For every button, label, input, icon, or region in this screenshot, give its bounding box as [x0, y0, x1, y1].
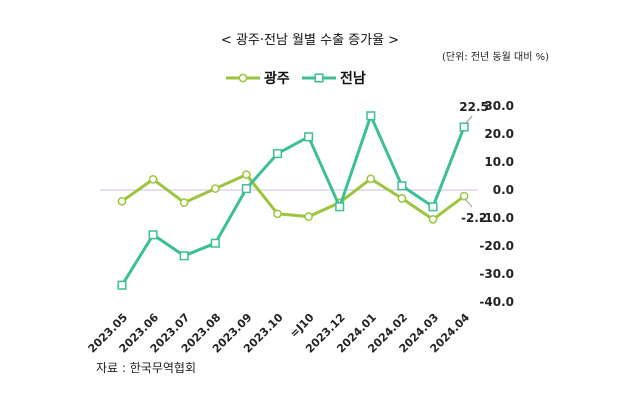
legend-label: 광주 [264, 70, 290, 87]
data-point [335, 202, 345, 212]
data-point [179, 251, 189, 261]
leader-line [465, 199, 473, 208]
data-point [459, 191, 469, 201]
series-line [121, 173, 465, 221]
data-point [117, 196, 127, 206]
source-note: 자료 : 한국무역협회 [96, 361, 196, 375]
legend-marker [314, 73, 324, 83]
y-tick-label: -10.0 [479, 211, 514, 225]
y-tick-label: -30.0 [479, 267, 514, 281]
data-point [210, 184, 220, 193]
data-point [428, 202, 438, 212]
legend-label: 전남 [340, 70, 366, 87]
data-point [397, 194, 407, 203]
x-axis: 2023.052023.062023.072023.082023.092023.… [85, 311, 472, 356]
y-tick-label: 0.0 [493, 183, 514, 197]
chart-title: < 광주·전남 월별 수출 증가율 > [221, 33, 399, 48]
y-tick-label: -20.0 [479, 239, 514, 253]
data-point [366, 111, 376, 121]
data-point [210, 238, 220, 248]
data-point [179, 198, 189, 207]
y-tick-label: 20.0 [484, 127, 514, 141]
data-label: -2.2 [461, 211, 487, 225]
data-point [241, 184, 251, 194]
data-point [459, 122, 469, 132]
data-point [273, 209, 282, 219]
data-labels: 22.5 -2.2 [459, 100, 489, 225]
data-point [366, 174, 376, 184]
series-line [120, 114, 466, 286]
y-axis: 30.0 20.0 10.0 0.0 -10.0 -20.0 -30.0 -40.0 [479, 99, 514, 309]
legend: 광주 전남 [226, 70, 366, 87]
data-point [242, 170, 251, 179]
y-tick-label: 10.0 [484, 155, 514, 169]
legend-item-2: 전남 [302, 70, 366, 87]
data-point [148, 175, 158, 184]
data-point [117, 280, 127, 290]
leader-line [465, 115, 473, 124]
data-point [148, 230, 158, 240]
data-point [304, 212, 313, 221]
y-tick-label: 30.0 [484, 99, 514, 113]
y-tick-label: -40.0 [479, 295, 514, 309]
data-point [304, 132, 314, 142]
legend-item-1: 광주 [226, 70, 290, 87]
data-point [272, 149, 283, 159]
data-point [428, 215, 438, 224]
series-layer [117, 111, 469, 290]
unit-note: (단위: 전년 동월 대비 %) [442, 50, 549, 63]
data-point [397, 181, 407, 191]
series-2 [117, 111, 469, 290]
series-1 [117, 170, 469, 224]
data-label: 22.5 [459, 100, 489, 114]
legend-marker [238, 73, 248, 83]
